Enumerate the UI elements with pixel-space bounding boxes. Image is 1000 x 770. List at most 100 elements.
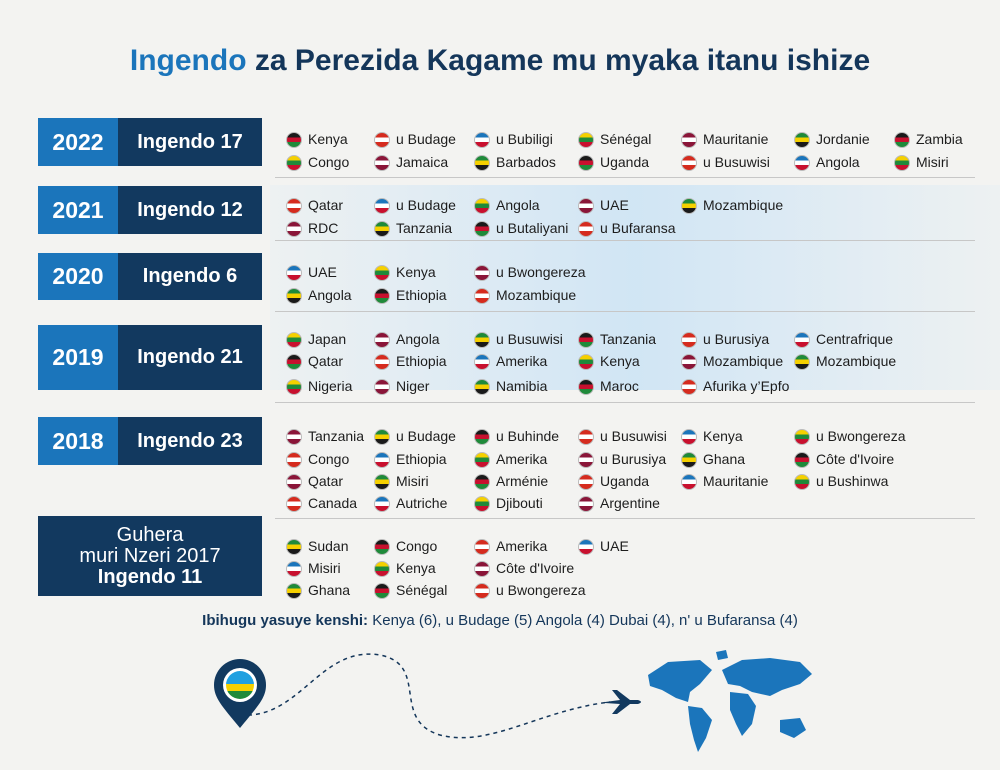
trip-count-box: Ingendo 17 [118,118,262,166]
flag-icon [374,496,390,512]
country-name: Ethiopia [396,353,447,369]
flag-icon [374,379,390,395]
country-name: Amerika [496,353,548,369]
flag-icon [794,354,810,370]
footer-label: Ibihugu yasuye kenshi: [202,612,369,629]
period-box: Guhera muri Nzeri 2017 Ingendo 11 [38,516,262,596]
flag-icon [474,583,490,599]
flag-icon [374,288,390,304]
footer-text: Kenya (6), u Budage (5) Angola (4) Dubai… [372,612,798,629]
flag-icon [374,155,390,171]
country-name: Barbados [496,154,556,170]
country-name: Japan [308,331,347,347]
country-name: Argentine [600,495,660,511]
country-name: Congo [396,538,438,554]
flag-icon [474,155,490,171]
country-name: UAE [600,197,629,213]
country-name: Sénégal [600,131,652,147]
country-name: Côte d'Ivoire [496,560,575,576]
trip-count-box: Ingendo 21 [118,325,262,390]
flag-icon [474,429,490,445]
country-name: Ethiopia [396,451,447,467]
year-box: 2021 [38,186,118,234]
year-box: 2022 [38,118,118,166]
flag-icon [578,496,594,512]
country-name: Congo [308,154,350,170]
country-name: Jordanie [816,131,870,147]
country-name: u Bwongereza [496,582,586,598]
flag-icon [374,198,390,214]
flag-icon [374,221,390,237]
country-name: Mozambique [703,197,784,213]
country-name: Kenya [703,428,743,444]
flag-icon [578,539,594,555]
country-name: u Butaliyani [496,220,569,236]
country-name: Angola [496,197,540,213]
year-box: 2018 [38,417,118,465]
flag-icon [578,332,594,348]
country-name: u Bufaransa [600,220,676,236]
flag-icon [374,561,390,577]
country-name: Qatar [308,353,344,369]
flag-icon [374,265,390,281]
country-name: Nigeria [308,378,353,394]
flag-icon [794,332,810,348]
location-pin [214,659,266,728]
flag-icon [374,132,390,148]
country-name: Uganda [600,154,650,170]
flag-icon [286,265,302,281]
flag-icon [286,583,302,599]
period-line: muri Nzeri 2017 [79,544,221,567]
flag-icon [578,474,594,490]
country-name: Ethiopia [396,287,447,303]
country-name: Tanzania [396,220,453,236]
country-name: Kenya [396,264,436,280]
country-name: Qatar [308,473,344,489]
flag-icon [286,155,302,171]
country-name: UAE [600,538,629,554]
flag-icon [578,221,594,237]
country-name: UAE [308,264,337,280]
airplane [605,690,641,714]
flag-icon [681,429,697,445]
flag-icon [578,452,594,468]
flag-icon [681,452,697,468]
country-name: Amerika [496,451,548,467]
flag-icon [794,429,810,445]
country-name: u Bwongereza [496,264,586,280]
country-name: u Burusiya [600,451,667,467]
country-name: u Bubiligi [496,131,553,147]
travel-illustration [214,650,812,752]
flag-icon [474,132,490,148]
flag-icon [374,452,390,468]
title-highlight: Ingendo [129,44,247,77]
country-name: Maroc [600,378,639,394]
flag-icon [794,132,810,148]
country-name: Kenya [396,560,436,576]
year-box: 2020 [38,253,118,300]
world-map [648,650,812,752]
flag-icon [286,496,302,512]
country-name: Angola [308,287,352,303]
flag-icon [286,132,302,148]
flag-icon [794,474,810,490]
country-name: Niger [396,378,430,394]
flag-icon [578,198,594,214]
flag-icon [374,429,390,445]
flag-icon [286,429,302,445]
country-name: Ghana [308,582,351,598]
flag-icon [578,379,594,395]
trip-count-box: Ingendo 23 [118,417,262,465]
country-name: u Bwongereza [816,428,906,444]
flag-icon [374,583,390,599]
country-name: Sénégal [396,582,448,598]
country-name: Qatar [308,197,344,213]
flag-icon [681,332,697,348]
separator [275,311,975,312]
flag-icon [286,288,302,304]
flag-icon [286,474,302,490]
flag-icon [474,496,490,512]
flag-icon [681,132,697,148]
year-box: 2019 [38,325,118,390]
country-name: u Busuwisi [496,331,563,347]
